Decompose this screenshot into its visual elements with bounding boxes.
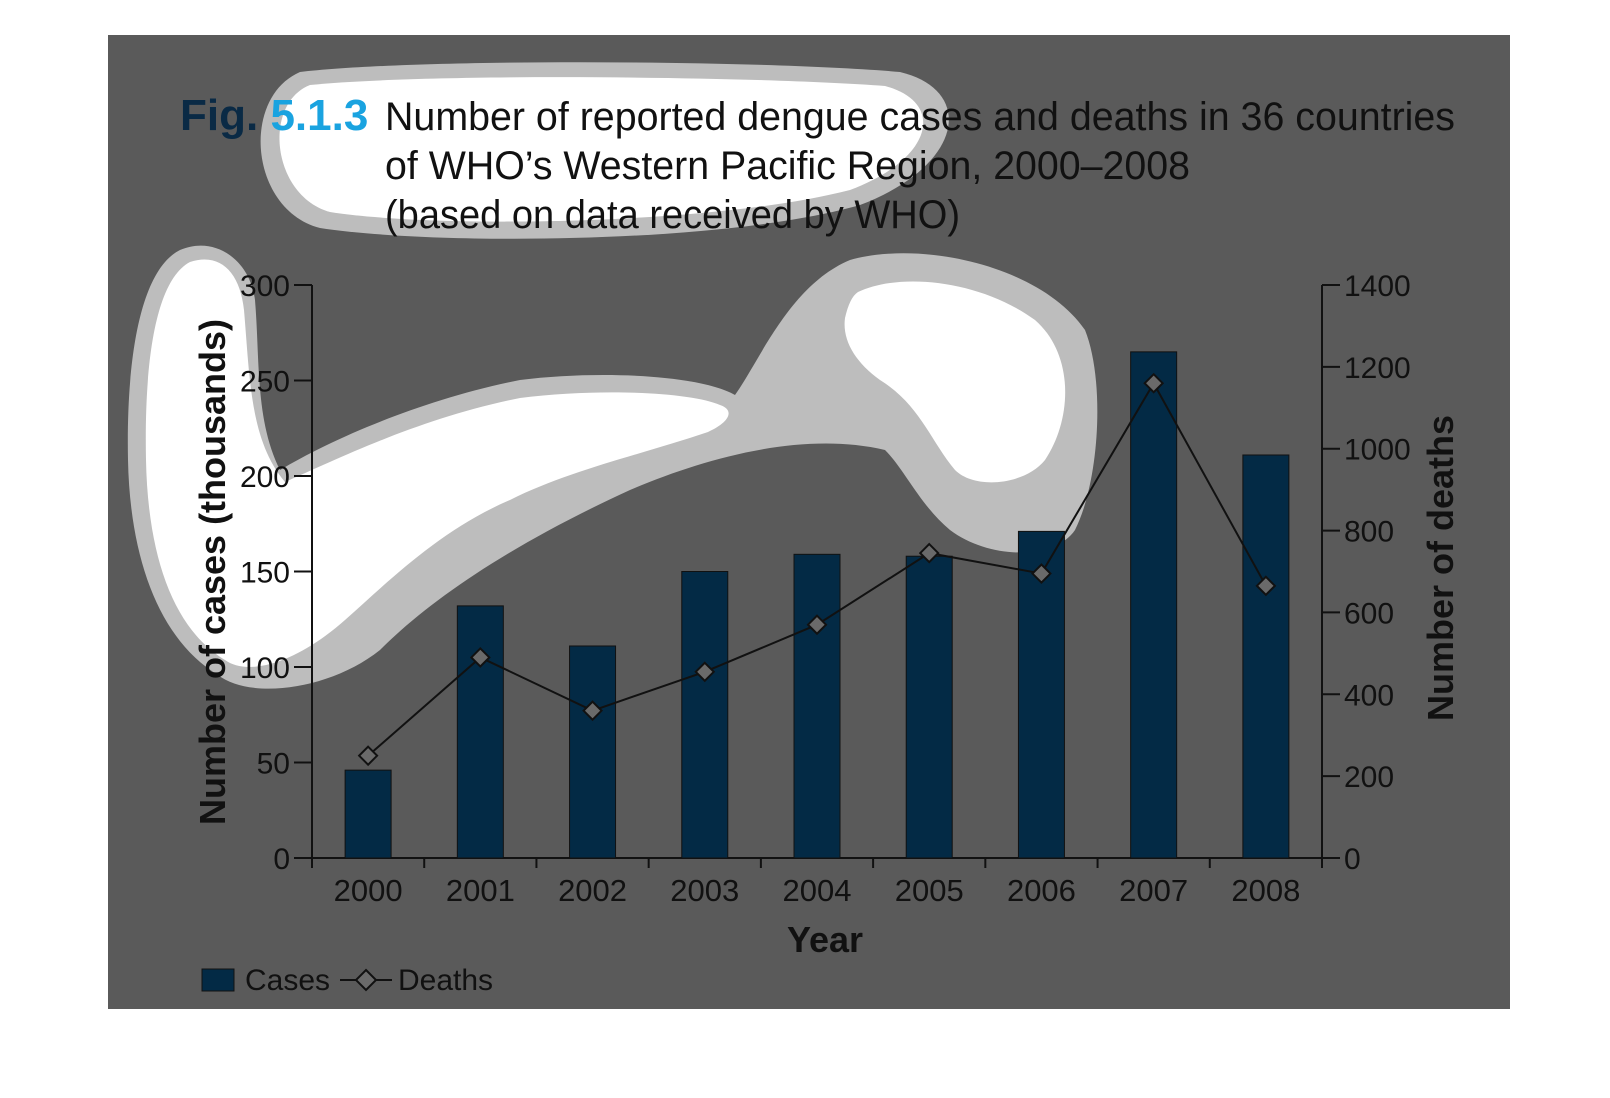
left-tick-label: 250 bbox=[240, 366, 290, 399]
deaths-marker bbox=[469, 647, 491, 668]
highlight-blob-right bbox=[844, 281, 1066, 483]
figure-number-digits: 5.1.3 bbox=[270, 91, 368, 140]
legend: Cases Deaths bbox=[201, 964, 493, 997]
deaths-marker bbox=[694, 661, 716, 683]
x-tick-label: 2000 bbox=[334, 873, 403, 908]
bar-cases bbox=[793, 553, 841, 859]
left-axis-ticks: 0 50 100 150 200 250 300 bbox=[240, 270, 312, 876]
x-tick-label: 2006 bbox=[1007, 873, 1076, 908]
right-tick-label: 400 bbox=[1344, 679, 1394, 712]
highlight-blobs bbox=[127, 62, 1098, 689]
deaths-marker bbox=[1255, 575, 1277, 597]
line-deaths bbox=[357, 372, 1277, 767]
x-tick-label: 2001 bbox=[446, 873, 515, 908]
deaths-marker bbox=[357, 745, 379, 767]
x-axis-label: Year bbox=[787, 919, 863, 960]
right-tick-label: 0 bbox=[1344, 843, 1361, 876]
figure-title: Fig. 5.1.3 Number of reported dengue cas… bbox=[180, 91, 1455, 237]
legend-label-cases: Cases bbox=[245, 964, 330, 997]
legend-swatch-cases bbox=[201, 968, 235, 992]
x-tick-label: 2003 bbox=[670, 873, 739, 908]
bar-cases bbox=[905, 555, 953, 859]
right-tick-label: 1000 bbox=[1344, 434, 1411, 467]
bar-cases bbox=[456, 605, 504, 859]
left-tick-label: 100 bbox=[240, 652, 290, 685]
bar-cases bbox=[681, 571, 729, 859]
y2-axis-label: Number of deaths bbox=[1420, 415, 1461, 721]
x-tick-label: 2002 bbox=[558, 873, 627, 908]
title-line-1: Number of reported dengue cases and deat… bbox=[385, 95, 1455, 139]
x-tick-label: 2005 bbox=[895, 873, 964, 908]
right-axis-ticks: 0 200 400 600 800 1000 1200 1400 bbox=[1322, 270, 1411, 876]
right-tick-label: 1400 bbox=[1344, 270, 1411, 303]
figure-number-prefix: Fig. bbox=[180, 91, 258, 140]
x-axis-ticks: 2000 2001 2002 2003 2004 2005 2006 2007 2008 bbox=[311, 858, 1323, 908]
title-line-3: (based on data received by WHO) bbox=[385, 193, 960, 237]
x-tick-label: 2007 bbox=[1119, 873, 1188, 908]
bar-cases bbox=[1017, 530, 1065, 859]
x-tick-label: 2004 bbox=[783, 873, 852, 908]
deaths-marker bbox=[1143, 372, 1165, 394]
legend-label-deaths: Deaths bbox=[398, 964, 493, 997]
left-tick-label: 0 bbox=[273, 843, 290, 876]
highlight-blob-top bbox=[279, 77, 924, 222]
bars-cases bbox=[344, 351, 1290, 859]
legend-marker-deaths bbox=[354, 968, 378, 992]
right-tick-label: 1200 bbox=[1344, 352, 1411, 385]
figure-number: Fig. 5.1.3 bbox=[180, 91, 368, 140]
deaths-marker bbox=[582, 700, 603, 722]
deaths-marker bbox=[918, 542, 940, 564]
bar-cases bbox=[1242, 454, 1290, 859]
left-tick-label: 300 bbox=[240, 270, 290, 303]
left-tick-label: 200 bbox=[240, 461, 290, 494]
highlight-blob-left bbox=[145, 259, 729, 667]
bar-cases bbox=[569, 645, 617, 859]
bar-cases bbox=[1130, 351, 1178, 859]
deaths-marker bbox=[1031, 563, 1052, 584]
title-line-2: of WHO’s Western Pacific Region, 2000–20… bbox=[385, 144, 1190, 188]
x-tick-label: 2008 bbox=[1231, 873, 1300, 908]
y-axis-label: Number of cases (thousands) bbox=[192, 319, 233, 825]
left-tick-label: 50 bbox=[257, 748, 290, 781]
left-tick-label: 150 bbox=[240, 557, 290, 590]
deaths-marker bbox=[806, 614, 828, 636]
right-tick-label: 200 bbox=[1344, 761, 1394, 794]
right-tick-label: 800 bbox=[1344, 516, 1394, 549]
bar-cases bbox=[344, 769, 392, 859]
right-tick-label: 600 bbox=[1344, 597, 1394, 630]
